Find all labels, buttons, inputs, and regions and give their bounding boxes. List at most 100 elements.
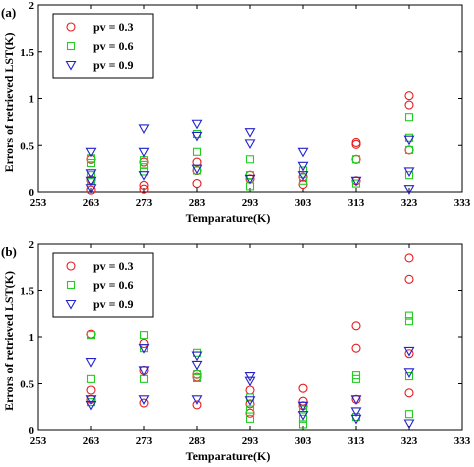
x-tick-label: 273 [136, 197, 153, 209]
data-point [351, 179, 361, 188]
data-point [403, 167, 415, 178]
data-point [298, 166, 308, 175]
data-point [139, 331, 149, 340]
data-point [139, 398, 149, 408]
x-tick-label: 323 [401, 435, 418, 447]
data-point [191, 395, 203, 405]
series-triangle-down [85, 119, 415, 195]
data-point [245, 414, 255, 423]
panel-label: (a) [1, 5, 16, 20]
data-point [85, 395, 97, 405]
x-tick-label: 303 [295, 435, 312, 447]
data-point [191, 131, 203, 142]
data-point [244, 128, 256, 138]
data-point [403, 368, 415, 378]
data-point [350, 407, 362, 418]
data-point [351, 321, 361, 331]
data-point [191, 164, 203, 175]
data-point [85, 358, 97, 368]
data-point [351, 137, 361, 147]
data-point [86, 158, 96, 168]
data-point [404, 349, 414, 359]
data-point [351, 374, 361, 383]
data-point [192, 373, 202, 382]
y-tick-label: 0.5 [20, 379, 34, 391]
data-point [85, 400, 97, 411]
data-point [298, 405, 308, 414]
x-tick-label: 273 [136, 435, 153, 447]
legend-marker [66, 41, 76, 51]
data-point [404, 388, 414, 398]
data-point [404, 372, 414, 381]
data-point [139, 180, 149, 191]
data-point [297, 147, 309, 158]
data-point [298, 396, 308, 406]
data-point [297, 401, 309, 412]
x-axis-label: Temparature(K) [186, 449, 271, 463]
panel-b: 253 263 273 283 293 303 313 323 333 0 0.5 1 1.5 2 Temp… [1, 239, 471, 463]
data-point [85, 184, 97, 194]
y-tick-label: 1 [29, 332, 35, 344]
y-tick-label: 1.5 [20, 286, 34, 298]
x-tick-label: 283 [189, 197, 206, 209]
data-point [192, 400, 202, 410]
y-tick-label: 1.5 [20, 47, 34, 59]
data-point [403, 185, 415, 195]
data-point [85, 147, 97, 158]
data-point [404, 145, 414, 154]
data-point [404, 145, 414, 155]
data-point [245, 399, 255, 409]
data-point [85, 176, 97, 187]
data-point [404, 113, 414, 122]
panel-a: 253 263 273 283 293 303 313 323 333 0 0.5 1 1.5 2 Temp… [1, 0, 471, 225]
y-tick-label: 0 [29, 425, 35, 437]
x-tick-label: 293 [242, 435, 259, 447]
legend-label: pv = 0.9 [93, 297, 134, 311]
data-point [86, 154, 96, 163]
legend-label: pv = 0.3 [93, 259, 134, 273]
x-tick-label: 263 [83, 435, 100, 447]
data-point [138, 366, 150, 377]
data-point [139, 338, 149, 349]
data-point [192, 179, 202, 189]
data-point [244, 396, 256, 406]
data-point [191, 360, 203, 371]
data-point [403, 346, 415, 357]
x-tick-label: 303 [295, 197, 312, 209]
data-point [404, 274, 414, 284]
legend-marker [66, 280, 76, 290]
data-point [139, 374, 149, 383]
data-point [298, 420, 308, 429]
y-tick-label: 0.5 [20, 140, 34, 152]
legend-marker [65, 299, 77, 310]
legend-label: pv = 0.3 [93, 20, 134, 34]
data-point [298, 176, 308, 185]
data-point [298, 383, 308, 393]
data-point [86, 374, 96, 383]
legend-label: pv = 0.9 [93, 58, 134, 72]
data-point [138, 344, 150, 354]
data-point [404, 317, 414, 326]
y-tick-label: 2 [29, 239, 35, 251]
data-point [351, 139, 361, 149]
data-point [86, 385, 96, 395]
series-square [86, 311, 414, 429]
y-tick-label: 0 [29, 187, 35, 199]
y-tick-label: 1 [29, 94, 35, 106]
data-point [351, 155, 361, 164]
legend-label: pv = 0.6 [93, 39, 134, 53]
data-point [403, 135, 415, 146]
x-tick-label: 253 [30, 435, 47, 447]
data-point [350, 395, 362, 405]
series-triangle-down [85, 344, 415, 430]
data-point [138, 395, 150, 405]
data-point [191, 351, 203, 362]
data-point [244, 376, 256, 387]
data-point [403, 419, 415, 430]
data-point [244, 174, 256, 185]
panel-label: (b) [1, 244, 17, 259]
legend-marker [66, 22, 76, 32]
data-point [244, 139, 256, 150]
data-point [86, 331, 96, 340]
data-point [85, 169, 97, 179]
